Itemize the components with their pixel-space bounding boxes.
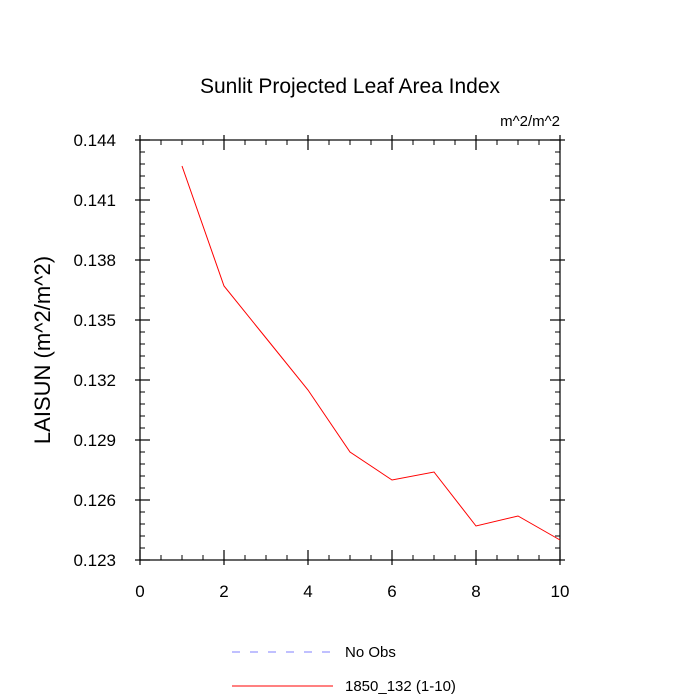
x-tick-label: 0 xyxy=(135,582,144,601)
x-tick-label: 6 xyxy=(387,582,396,601)
y-tick-label: 0.123 xyxy=(73,551,116,570)
x-tick-label: 10 xyxy=(551,582,570,601)
series-layer xyxy=(181,165,561,541)
x-tick-label: 2 xyxy=(219,582,228,601)
series-line xyxy=(181,165,561,541)
y-tick-label: 0.135 xyxy=(73,311,116,330)
y-tick-label: 0.129 xyxy=(73,431,116,450)
y-tick-label: 0.132 xyxy=(73,371,116,390)
plot-frame xyxy=(139,139,561,561)
units-label: m^2/m^2 xyxy=(500,113,560,130)
tick-labels: 0 2 4 6 8 10 0.123 0.126 0.129 0.132 0.135 0.138 0.1… xyxy=(73,131,569,601)
legend: No Obs 1850_132 (1-10) xyxy=(232,644,456,695)
y-tick-label: 0.141 xyxy=(73,191,116,210)
y-tick-label: 0.126 xyxy=(73,491,116,510)
chart-title: Sunlit Projected Leaf Area Index xyxy=(200,75,501,98)
y-tick-label: 0.138 xyxy=(73,251,116,270)
axis-ticks xyxy=(135,135,565,565)
legend-label: No Obs xyxy=(345,644,396,661)
y-tick-label: 0.144 xyxy=(73,131,116,150)
x-tick-label: 4 xyxy=(303,582,312,601)
legend-label: 1850_132 (1-10) xyxy=(345,678,456,695)
x-tick-label: 8 xyxy=(471,582,480,601)
y-axis-label: LAISUN (m^2/m^2) xyxy=(30,256,55,444)
